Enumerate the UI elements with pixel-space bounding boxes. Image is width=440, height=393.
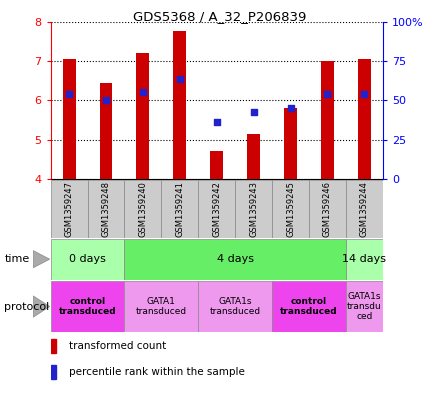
Text: transformed count: transformed count [69,341,166,351]
Text: GSM1359247: GSM1359247 [65,181,73,237]
Bar [125,281,198,332]
Bar [51,339,55,353]
Bar [272,281,346,332]
Bar [346,180,383,238]
Point [66,91,73,97]
Text: GSM1359240: GSM1359240 [138,181,147,237]
Bar [235,180,272,238]
Text: GSM1359244: GSM1359244 [360,181,369,237]
Text: GSM1359245: GSM1359245 [286,181,295,237]
Polygon shape [33,250,50,268]
Bar [346,281,383,332]
Point [287,105,294,111]
Point [213,119,220,125]
Point [324,91,331,97]
Bar [247,134,260,179]
Bar [284,108,297,179]
Bar [198,180,235,238]
Text: GSM1359241: GSM1359241 [175,181,184,237]
Point [250,109,257,115]
Text: 0 days: 0 days [69,254,106,264]
Point [103,97,110,103]
Point [361,91,368,97]
Text: 4 days: 4 days [216,254,253,264]
Bar [51,180,88,238]
Bar [173,31,186,179]
Bar [125,180,161,238]
Text: control
transduced: control transduced [280,297,338,316]
Bar [321,61,334,179]
Text: GDS5368 / A_32_P206839: GDS5368 / A_32_P206839 [133,10,307,23]
Bar [51,365,55,379]
Text: GSM1359242: GSM1359242 [212,181,221,237]
Bar [358,59,371,179]
Bar [125,239,346,280]
Bar [99,83,113,179]
Polygon shape [33,296,50,317]
Text: percentile rank within the sample: percentile rank within the sample [69,367,245,377]
Text: control
transduced: control transduced [59,297,116,316]
Text: GSM1359248: GSM1359248 [102,181,110,237]
Bar [136,53,149,179]
Bar [161,180,198,238]
Text: GATA1s
transdu
ced: GATA1s transdu ced [347,292,382,321]
Text: time: time [4,254,29,264]
Bar [346,239,383,280]
Bar [51,239,125,280]
Point [176,75,183,82]
Bar [198,281,272,332]
Bar [51,281,125,332]
Text: 14 days: 14 days [342,254,386,264]
Bar [88,180,125,238]
Text: GSM1359246: GSM1359246 [323,181,332,237]
Text: GATA1
transduced: GATA1 transduced [136,297,187,316]
Bar [62,59,76,179]
Bar [309,180,346,238]
Text: GSM1359243: GSM1359243 [249,181,258,237]
Point [139,89,147,95]
Text: protocol: protocol [4,301,50,312]
Text: GATA1s
transduced: GATA1s transduced [209,297,261,316]
Bar [210,151,223,179]
Bar [272,180,309,238]
